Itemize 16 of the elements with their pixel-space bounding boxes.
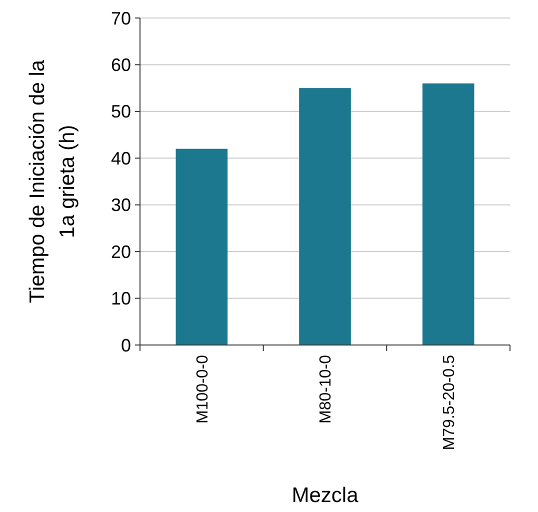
y-tick-label: 20 [110, 242, 131, 262]
x-tick-label: M79.5-20-0.5 [440, 354, 458, 450]
y-tick-label: 40 [110, 148, 131, 168]
bar [422, 83, 474, 345]
y-axis-title: Tiempo de Iniciación de la 1a grieta (h) [26, 60, 79, 304]
y-tick-label: 10 [110, 288, 131, 309]
x-axis-title: Mezcla [292, 484, 359, 507]
y-tick-label: 50 [110, 102, 131, 122]
y-tick-label: 0 [120, 335, 131, 356]
y-tick-label: 70 [110, 8, 131, 28]
x-tick-label: M80-10-0 [318, 354, 335, 424]
bar [299, 88, 351, 345]
x-tick-label: M100-0-0 [194, 354, 212, 424]
y-tick-label: 30 [110, 195, 131, 216]
y-tick-label: 60 [110, 55, 131, 76]
bar [176, 148, 228, 345]
